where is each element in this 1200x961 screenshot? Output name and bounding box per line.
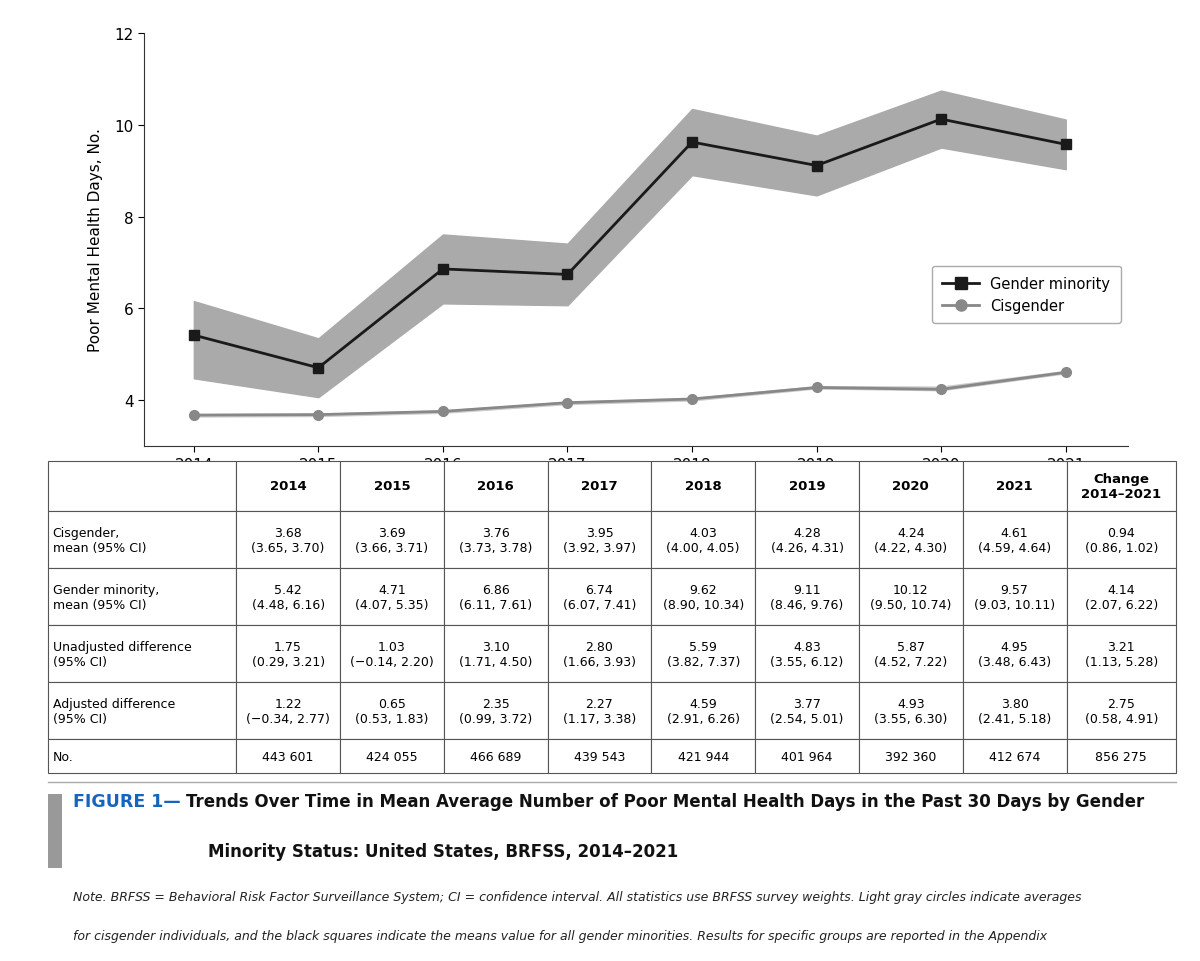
Cisgender	[934, 384, 948, 396]
Line: Gender minority: Gender minority	[188, 115, 1070, 373]
Bar	[48, 794, 61, 869]
Text: FIGURE 1—: FIGURE 1—	[73, 792, 180, 810]
Cisgender	[311, 409, 325, 421]
Text: Trends Over Time in Mean Average Number of Poor Mental Health Days in the Past 3: Trends Over Time in Mean Average Number …	[186, 792, 1144, 810]
Text: for cisgender individuals, and the black squares indicate the means value for al: for cisgender individuals, and the black…	[73, 929, 1046, 942]
Line: Cisgender: Cisgender	[188, 368, 1070, 421]
Cisgender	[436, 407, 450, 418]
Y-axis label: Poor Mental Health Days, No.: Poor Mental Health Days, No.	[89, 129, 103, 352]
Gender minority	[685, 137, 700, 149]
Gender minority	[810, 160, 824, 172]
X-axis label: Years: Years	[614, 480, 658, 499]
Gender minority	[311, 362, 325, 374]
Text: Note. BRFSS = Behavioral Risk Factor Surveillance System; CI = confidence interv: Note. BRFSS = Behavioral Risk Factor Sur…	[73, 890, 1081, 903]
Gender minority	[436, 264, 450, 276]
Gender minority	[1058, 139, 1073, 151]
Cisgender	[1058, 367, 1073, 379]
Cisgender	[685, 394, 700, 406]
Cisgender	[187, 410, 202, 422]
Legend: Gender minority, Cisgender: Gender minority, Cisgender	[932, 266, 1121, 324]
Gender minority	[560, 269, 575, 281]
Gender minority	[187, 330, 202, 341]
Text: Minority Status: United States, BRFSS, 2014–2021: Minority Status: United States, BRFSS, 2…	[208, 842, 678, 860]
Cisgender	[560, 398, 575, 409]
Cisgender	[810, 382, 824, 394]
Gender minority	[934, 114, 948, 126]
